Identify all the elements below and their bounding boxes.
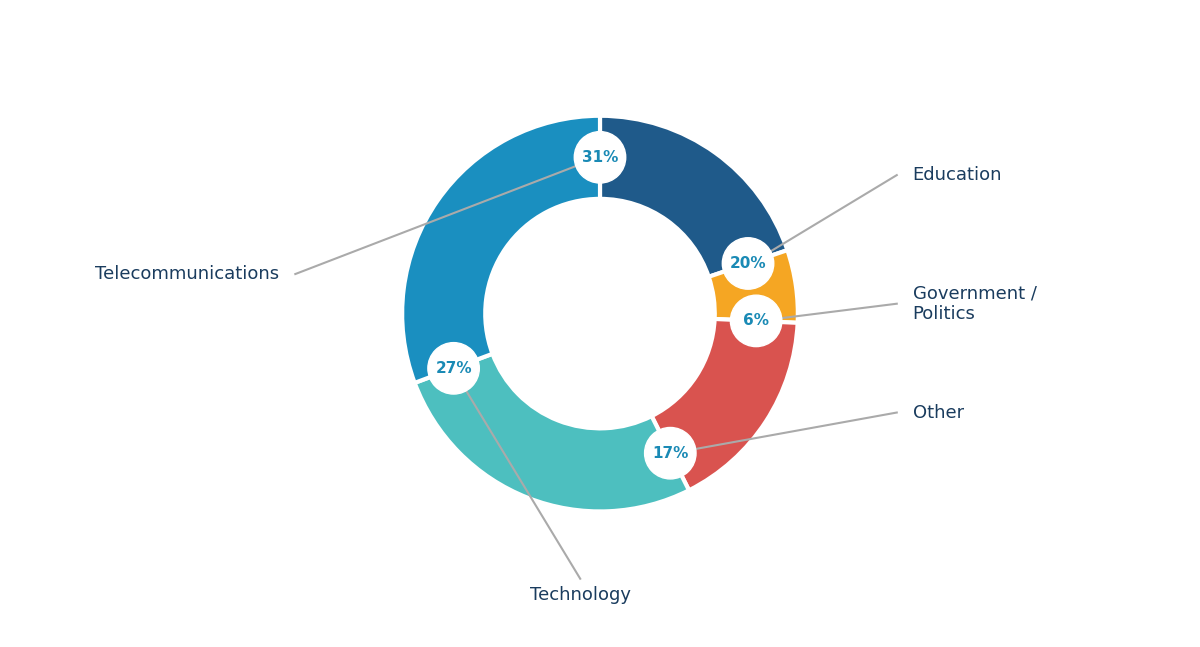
Text: Education: Education [912, 166, 1002, 184]
Circle shape [731, 295, 782, 347]
Text: 27%: 27% [436, 361, 472, 376]
Wedge shape [415, 354, 689, 512]
Wedge shape [600, 116, 787, 277]
Wedge shape [709, 250, 798, 323]
Wedge shape [402, 116, 600, 383]
Text: Technology: Technology [529, 586, 631, 604]
Circle shape [722, 237, 774, 289]
Text: 6%: 6% [743, 313, 769, 329]
Circle shape [428, 343, 479, 394]
Text: Telecommunications: Telecommunications [95, 265, 280, 283]
Text: Government /
Politics: Government / Politics [912, 284, 1037, 323]
Text: 17%: 17% [652, 446, 689, 461]
Text: Other: Other [912, 404, 964, 422]
Circle shape [644, 428, 696, 479]
Text: 20%: 20% [730, 256, 767, 271]
Circle shape [575, 131, 625, 183]
Wedge shape [652, 319, 798, 490]
Text: 31%: 31% [582, 150, 618, 165]
